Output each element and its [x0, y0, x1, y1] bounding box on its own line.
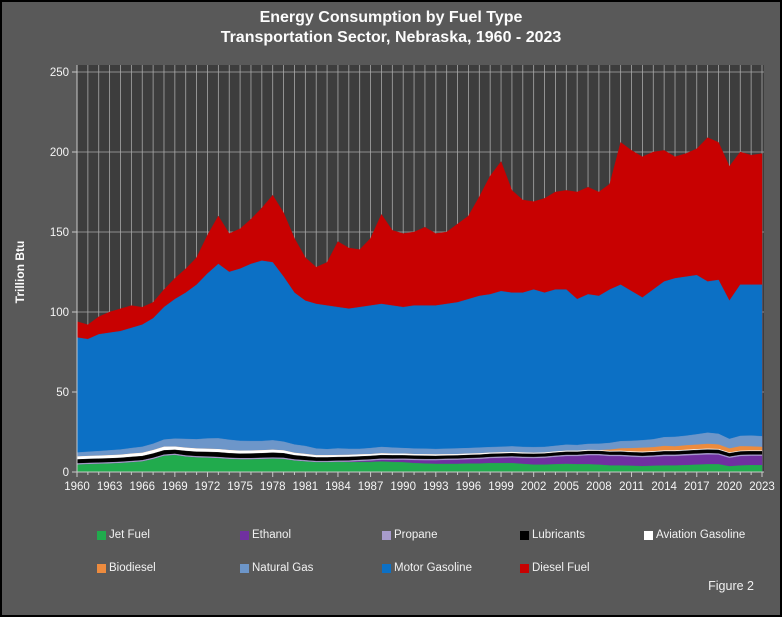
legend-swatch-diesel-fuel-icon	[520, 563, 529, 573]
legend-label-biodiesel: Biodiesel	[109, 562, 156, 574]
x-tick-label: 2023	[749, 481, 775, 493]
legend-swatch-biodiesel-icon	[97, 563, 106, 573]
legend-label-propane: Propane	[394, 529, 438, 541]
x-tick-label: 1978	[260, 481, 286, 493]
figure-number-label: Figure 2	[708, 579, 754, 593]
x-tick-label: 1987	[358, 481, 384, 493]
x-tick-label: 1990	[390, 481, 416, 493]
x-tick-label: 1975	[227, 481, 253, 493]
x-tick-label: 2002	[521, 481, 547, 493]
chart-legend: Jet Fuel Ethanol Propane Lubricants Avia…	[97, 528, 745, 575]
legend-label-aviation-gasoline: Aviation Gasoline	[656, 529, 746, 541]
y-tick-label: 100	[50, 307, 69, 319]
legend-item-diesel-fuel: Diesel Fuel	[520, 561, 644, 575]
x-tick-label: 2008	[586, 481, 612, 493]
y-tick-label: 250	[50, 67, 69, 79]
chart-title-line1: Energy Consumption by Fuel Type	[259, 9, 523, 26]
x-tick-label: 1969	[162, 481, 188, 493]
y-tick-label: 50	[56, 387, 69, 399]
area-series-layer	[76, 137, 763, 473]
x-tick-label: 2014	[651, 481, 677, 493]
x-tick-label: 1981	[293, 481, 319, 493]
legend-label-diesel-fuel: Diesel Fuel	[532, 562, 590, 574]
y-tick-label: 0	[63, 467, 69, 479]
x-tick-label: 2020	[717, 481, 743, 493]
legend-label-jet-fuel: Jet Fuel	[109, 529, 150, 541]
legend-item-aviation-gasoline: Aviation Gasoline	[644, 528, 745, 542]
stacked-area-chart: 0 50 100 150 200 250 1960 1963 1966 1969 1972 1975 1…	[50, 65, 775, 493]
legend-label-ethanol: Ethanol	[252, 529, 292, 541]
x-tick-label: 1993	[423, 481, 449, 493]
axis-layer: 0 50 100 150 200 250 1960 1963 1966 1969 1972 1975 1…	[50, 65, 775, 493]
x-tick-label: 2017	[684, 481, 710, 493]
legend-swatch-ethanol-icon	[240, 530, 249, 540]
x-tick-label: 1999	[488, 481, 514, 493]
legend-item-natural-gas: Natural Gas	[240, 561, 382, 575]
legend-item-motor-gasoline: Motor Gasoline	[382, 561, 520, 575]
legend-swatch-natural-gas-icon	[240, 563, 249, 573]
legend-item-ethanol: Ethanol	[240, 528, 382, 542]
x-tick-label: 2005	[553, 481, 579, 493]
legend-swatch-propane-icon	[382, 530, 391, 540]
x-tick-label: 1996	[456, 481, 482, 493]
chart-title-line2: Transportation Sector, Nebraska, 1960 - …	[220, 29, 562, 46]
legend-label-motor-gasoline: Motor Gasoline	[394, 562, 472, 574]
legend-item-jet-fuel: Jet Fuel	[97, 528, 240, 542]
x-tick-label: 1984	[325, 481, 351, 493]
x-tick-label: 1963	[97, 481, 123, 493]
legend-swatch-lubricants-icon	[520, 530, 529, 540]
legend-swatch-motor-gasoline-icon	[382, 563, 391, 573]
legend-swatch-aviation-gasoline-icon	[644, 530, 653, 540]
legend-item-biodiesel: Biodiesel	[97, 561, 240, 575]
x-tick-label: 1966	[129, 481, 155, 493]
legend-item-propane: Propane	[382, 528, 520, 542]
legend-swatch-jet-fuel-icon	[97, 530, 106, 540]
y-tick-label: 200	[50, 147, 69, 159]
area-jet-fuel	[76, 454, 763, 473]
legend-label-natural-gas: Natural Gas	[252, 562, 314, 574]
x-tick-label: 1960	[64, 481, 90, 493]
area-motor-gasoline	[76, 260, 763, 473]
legend-label-lubricants: Lubricants	[532, 529, 586, 541]
x-tick-label: 1972	[195, 481, 221, 493]
legend-item-lubricants: Lubricants	[520, 528, 644, 542]
y-tick-label: 150	[50, 227, 69, 239]
x-tick-label: 2011	[619, 481, 644, 493]
